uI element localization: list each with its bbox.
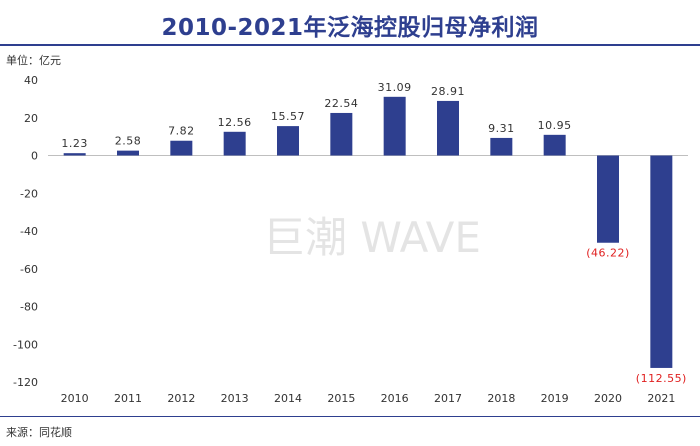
y-tick-label: -80	[20, 301, 38, 314]
x-tick-label: 2015	[327, 392, 355, 405]
y-tick-label: 0	[31, 150, 38, 163]
y-tick-label: -120	[13, 376, 38, 389]
bar	[330, 112, 353, 156]
x-tick-label: 2014	[274, 392, 302, 405]
data-label: (46.22)	[586, 247, 630, 260]
bar	[223, 131, 246, 156]
x-tick-label: 2017	[434, 392, 462, 405]
title-underline	[0, 44, 700, 46]
bar	[490, 137, 513, 156]
bar	[170, 140, 193, 156]
bar	[383, 96, 406, 156]
data-label: 9.31	[488, 122, 515, 135]
footer-divider	[0, 416, 700, 417]
x-tick-label: 2010	[61, 392, 89, 405]
bar	[117, 150, 139, 156]
data-label: 1.23	[61, 137, 88, 150]
bar	[543, 134, 566, 156]
data-label: 12.56	[218, 116, 252, 129]
bar	[277, 126, 299, 156]
source-label: 来源：同花顺	[6, 426, 72, 439]
x-tick-label: 2019	[541, 392, 569, 405]
y-tick-label: 20	[24, 112, 38, 125]
x-tick-label: 2020	[594, 392, 622, 405]
watermark-text: 巨潮 WAVE	[263, 213, 481, 262]
y-tick-label: 40	[24, 74, 38, 87]
data-label: 15.57	[271, 110, 305, 123]
bar	[63, 153, 86, 156]
data-label: 7.82	[168, 125, 195, 138]
x-tick-label: 2021	[647, 392, 675, 405]
unit-label: 单位：亿元	[6, 54, 61, 67]
x-tick-label: 2018	[487, 392, 515, 405]
data-label: 22.54	[324, 97, 358, 110]
data-label: 31.09	[378, 81, 412, 94]
y-tick-label: -20	[20, 187, 38, 200]
x-tick-label: 2012	[167, 392, 195, 405]
data-label: (112.55)	[636, 372, 687, 385]
data-label: 10.95	[538, 119, 572, 132]
data-label: 2.58	[115, 135, 142, 148]
chart-title: 2010-2021年泛海控股归母净利润	[161, 15, 539, 41]
data-label: 28.91	[431, 85, 465, 98]
x-tick-label: 2016	[381, 392, 409, 405]
y-tick-label: -40	[20, 225, 38, 238]
y-tick-label: -60	[20, 263, 38, 276]
x-tick-label: 2013	[221, 392, 249, 405]
x-tick-label: 2011	[114, 392, 142, 405]
y-tick-label: -100	[13, 338, 38, 351]
bar	[597, 155, 619, 243]
bar	[650, 155, 673, 368]
bar	[437, 100, 459, 156]
